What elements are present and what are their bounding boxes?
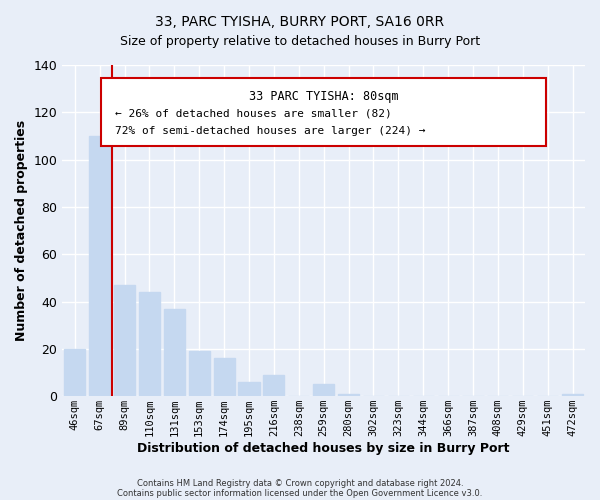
Bar — [188, 351, 210, 396]
Bar — [164, 308, 185, 396]
Text: 33, PARC TYISHA, BURRY PORT, SA16 0RR: 33, PARC TYISHA, BURRY PORT, SA16 0RR — [155, 15, 445, 29]
Text: Contains HM Land Registry data © Crown copyright and database right 2024.: Contains HM Land Registry data © Crown c… — [137, 478, 463, 488]
X-axis label: Distribution of detached houses by size in Burry Port: Distribution of detached houses by size … — [137, 442, 510, 455]
Y-axis label: Number of detached properties: Number of detached properties — [15, 120, 28, 341]
Bar — [313, 384, 334, 396]
Text: Size of property relative to detached houses in Burry Port: Size of property relative to detached ho… — [120, 35, 480, 48]
Bar — [338, 394, 359, 396]
Text: Contains public sector information licensed under the Open Government Licence v3: Contains public sector information licen… — [118, 488, 482, 498]
FancyBboxPatch shape — [101, 78, 546, 146]
Bar — [89, 136, 110, 396]
Bar — [562, 394, 583, 396]
Text: 72% of semi-detached houses are larger (224) →: 72% of semi-detached houses are larger (… — [115, 126, 425, 136]
Bar — [139, 292, 160, 396]
Text: ← 26% of detached houses are smaller (82): ← 26% of detached houses are smaller (82… — [115, 108, 391, 118]
Bar — [263, 375, 284, 396]
Text: 33 PARC TYISHA: 80sqm: 33 PARC TYISHA: 80sqm — [249, 90, 398, 103]
Bar — [64, 349, 85, 396]
Bar — [114, 285, 135, 396]
Bar — [214, 358, 235, 396]
Bar — [238, 382, 260, 396]
